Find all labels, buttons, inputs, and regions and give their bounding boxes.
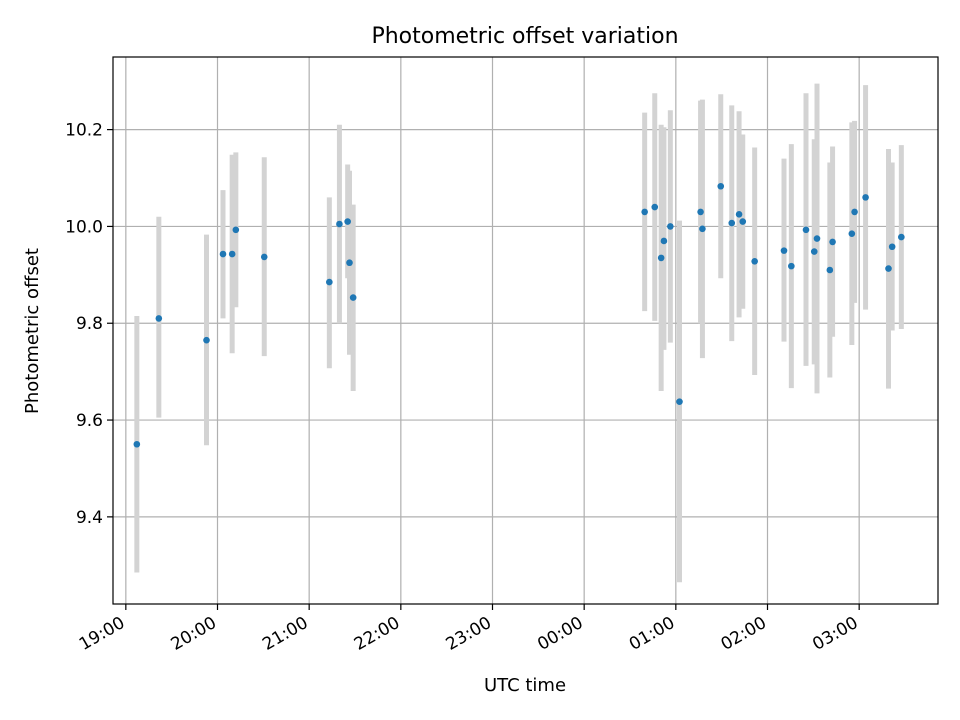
data-point [697, 208, 704, 216]
data-point [667, 223, 674, 230]
data-point [641, 208, 648, 216]
x-tick-label: 01:00 [626, 613, 678, 655]
data-point [346, 259, 353, 267]
data-point [728, 219, 736, 227]
data-point [349, 294, 357, 301]
x-tick-label: 03:00 [809, 613, 861, 655]
x-tick-label: 00:00 [534, 613, 586, 655]
y-axis-label: Photometric offset [22, 248, 43, 414]
data-point [203, 336, 210, 344]
data-point [829, 238, 836, 246]
data-point [813, 235, 821, 242]
y-axis-ticks: 9.4 9.6 9.8 10.0 10.2 [65, 121, 113, 528]
data-point [802, 226, 810, 234]
data-point [133, 440, 141, 448]
data-point [651, 203, 659, 211]
y-tick-label: 10.2 [65, 121, 103, 141]
x-tick-label: 19:00 [76, 613, 128, 655]
x-tick-label: 22:00 [351, 613, 403, 655]
y-tick-label: 10.0 [65, 217, 103, 237]
data-point [219, 250, 227, 258]
x-tick-label: 21:00 [259, 613, 311, 655]
data-point [717, 182, 725, 190]
data-point [676, 398, 683, 405]
data-point [260, 253, 268, 261]
data-point [232, 226, 240, 234]
data-point [228, 250, 236, 258]
data-point [885, 265, 892, 272]
data-point [751, 257, 758, 265]
data-point [862, 194, 869, 201]
chart-title: Photometric offset variation [371, 24, 678, 49]
data-point [898, 233, 905, 241]
y-tick-label: 9.6 [76, 411, 103, 431]
data-point [660, 237, 668, 245]
x-tick-label: 23:00 [443, 613, 495, 655]
data-point [699, 225, 706, 233]
grid [113, 57, 938, 604]
y-tick-label: 9.4 [76, 508, 103, 528]
x-tick-label: 02:00 [718, 613, 770, 655]
y-tick-label: 9.8 [76, 314, 103, 334]
data-point [336, 220, 343, 228]
data-point [780, 247, 788, 254]
data-point [826, 266, 834, 274]
data-point [788, 262, 795, 270]
data-point [155, 315, 163, 322]
x-axis-label: UTC time [484, 675, 566, 696]
data-points [133, 182, 905, 448]
data-point [735, 211, 743, 218]
plot-frame [112, 56, 939, 605]
data-point [888, 243, 896, 251]
data-point [739, 218, 747, 225]
data-point [326, 278, 333, 286]
data-point [344, 218, 351, 225]
data-point [810, 248, 818, 255]
data-point [657, 254, 665, 262]
x-tick-label: 20:00 [168, 613, 220, 655]
x-axis-ticks: 19:00 20:00 21:00 22:00 23:00 00:00 01:00 02:00… [76, 604, 862, 655]
error-bars [134, 83, 904, 583]
data-point [848, 230, 856, 237]
data-point [851, 208, 858, 216]
